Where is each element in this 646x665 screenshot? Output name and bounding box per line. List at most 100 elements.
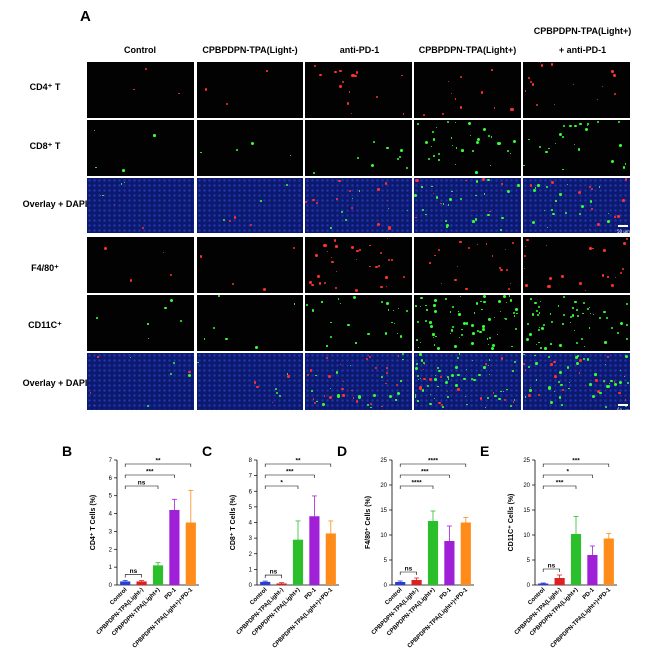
fluorescent-cell-dot [602, 249, 606, 253]
fluorescent-cell-dot [334, 239, 337, 242]
fluorescent-cell-dot [603, 379, 606, 382]
fluorescent-cell-dot [366, 332, 370, 336]
microscopy-tile [305, 178, 412, 233]
fluorescent-cell-dot [603, 381, 606, 384]
y-tick-label: 6 [109, 476, 113, 482]
fluorescent-cell-dot [431, 332, 435, 336]
fluorescent-cell-dot [470, 324, 474, 328]
fluorescent-cell-dot [473, 311, 476, 314]
fluorescent-cell-dot [314, 374, 317, 377]
fluorescent-cell-dot [467, 246, 471, 250]
fluorescent-cell-dot [524, 396, 527, 398]
fluorescent-cell-dot [94, 129, 96, 132]
fluorescent-cell-dot [350, 246, 355, 250]
fluorescent-cell-dot [335, 245, 338, 248]
fluorescent-cell-dot [308, 281, 312, 285]
fluorescent-cell-dot [456, 373, 460, 377]
fluorescent-cell-dot [625, 323, 629, 327]
fluorescent-cell-dot [572, 307, 574, 309]
significance-label: **** [428, 458, 439, 465]
fluorescent-cell-dot [406, 210, 408, 212]
fluorescent-cell-dot [169, 273, 173, 277]
fluorescent-cell-dot [400, 148, 403, 152]
fluorescent-cell-dot [129, 356, 132, 359]
fluorescent-cell-dot [610, 326, 614, 330]
fluorescent-cell-dot [346, 102, 350, 105]
microscopy-tile [523, 237, 630, 293]
fluorescent-cell-dot [478, 374, 481, 377]
fluorescent-cell-dot [552, 212, 555, 216]
significance-label: * [280, 480, 283, 487]
row-label-cd11c: CD11C⁺ [28, 320, 62, 330]
significance-bracket [124, 463, 192, 467]
fluorescent-cell-dot [587, 125, 589, 127]
fluorescent-cell-dot [450, 137, 453, 139]
fluorescent-cell-dot [601, 85, 603, 87]
fluorescent-cell-dot [353, 74, 357, 78]
fluorescent-cell-dot [324, 281, 327, 284]
fluorescent-cell-dot [549, 343, 552, 345]
fluorescent-cell-dot [329, 335, 333, 339]
fluorescent-cell-dot [561, 275, 565, 279]
y-tick-label: 4 [249, 521, 253, 527]
fluorescent-cell-dot [574, 301, 577, 304]
fluorescent-cell-dot [321, 402, 325, 406]
row-label-cd4: CD4⁺ T [29, 82, 61, 92]
fluorescent-cell-dot [626, 381, 630, 384]
fluorescent-cell-dot [130, 279, 133, 282]
fluorescent-cell-dot [513, 361, 516, 364]
fluorescent-cell-dot [572, 83, 574, 86]
fluorescent-cell-dot [625, 399, 627, 401]
fluorescent-cell-dot [327, 251, 329, 253]
fluorescent-cell-dot [465, 396, 467, 398]
fluorescent-cell-dot [429, 262, 432, 264]
fluorescent-cell-dot [313, 402, 316, 405]
fluorescent-cell-dot [455, 383, 459, 387]
fluorescent-cell-dot [571, 314, 575, 317]
bar [136, 581, 147, 585]
significance-bracket [264, 485, 299, 489]
fluorescent-cell-dot [480, 301, 482, 303]
fluorescent-cell-dot [619, 271, 622, 274]
fluorescent-cell-dot [559, 193, 563, 196]
panel-letter-b: B [62, 443, 72, 459]
microscopy-tile [414, 295, 521, 351]
fluorescent-cell-dot [459, 106, 462, 109]
fluorescent-cell-dot [153, 134, 157, 137]
significance-label: * [567, 469, 570, 476]
fluorescent-cell-dot [397, 354, 400, 357]
fluorescent-cell-dot [204, 88, 208, 91]
fluorescent-cell-dot [524, 255, 527, 258]
fluorescent-cell-dot [620, 322, 624, 326]
fluorescent-cell-dot [203, 338, 205, 340]
fluorescent-cell-dot [483, 366, 486, 369]
fluorescent-cell-dot [568, 381, 570, 384]
fluorescent-cell-dot [463, 322, 467, 325]
microscopy-tile [87, 62, 194, 118]
fluorescent-cell-dot [327, 374, 332, 379]
fluorescent-cell-dot [233, 216, 237, 219]
fluorescent-cell-dot [371, 163, 375, 168]
significance-bracket [124, 474, 175, 478]
fluorescent-cell-dot [429, 377, 433, 381]
scale-label-top: 50 μm [617, 229, 630, 234]
fluorescent-cell-dot [335, 271, 338, 273]
fluorescent-cell-dot [426, 309, 428, 311]
fluorescent-cell-dot [585, 385, 587, 387]
y-tick-label: 3 [249, 536, 253, 542]
fluorescent-cell-dot [315, 201, 319, 205]
fluorescent-cell-dot [427, 157, 430, 160]
fluorescent-cell-dot [469, 134, 471, 136]
fluorescent-cell-dot [538, 341, 541, 344]
fluorescent-cell-dot [580, 204, 584, 208]
fluorescent-cell-dot [538, 393, 541, 396]
fluorescent-cell-dot [538, 327, 540, 329]
fluorescent-cell-dot [420, 341, 422, 343]
fluorescent-cell-dot [449, 198, 453, 201]
fluorescent-cell-dot [424, 319, 427, 322]
bar [185, 522, 196, 585]
fluorescent-cell-dot [449, 310, 452, 313]
fluorescent-cell-dot [351, 197, 353, 199]
fluorescent-cell-dot [513, 398, 516, 401]
fluorescent-cell-dot [583, 301, 586, 305]
